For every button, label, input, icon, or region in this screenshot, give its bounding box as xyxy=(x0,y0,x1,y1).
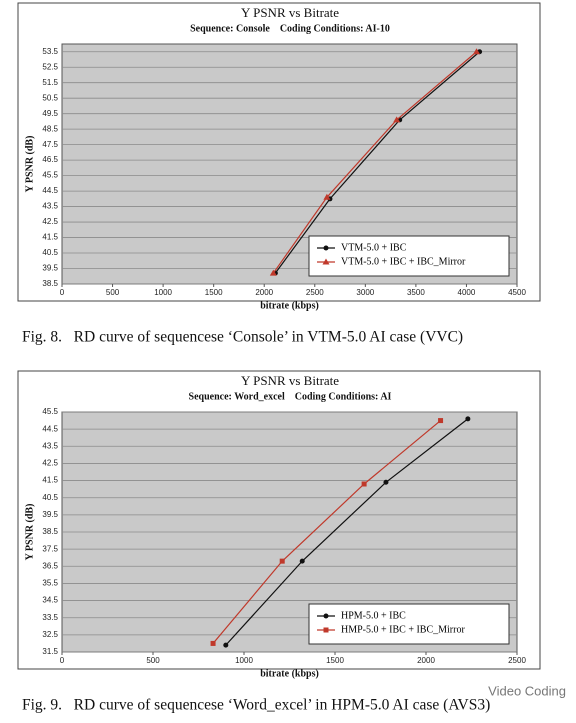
y-tick-label: 44.5 xyxy=(42,424,58,433)
figure-caption: Fig. 8. RD curve of sequencese ‘Console’… xyxy=(22,329,463,346)
y-tick-label: 42.5 xyxy=(42,217,58,226)
chart-subtitle: Sequence: Word_excel Coding Conditions: … xyxy=(189,391,392,402)
point xyxy=(361,481,367,487)
point xyxy=(323,613,329,619)
y-tick-label: 45.5 xyxy=(42,171,58,180)
y-tick-label: 32.5 xyxy=(42,630,58,639)
y-tick-label: 33.5 xyxy=(42,613,58,622)
series-line xyxy=(272,51,477,274)
y-axis-label: Y PSNR (dB) xyxy=(24,504,35,561)
x-tick-label: 4000 xyxy=(458,288,476,297)
x-tick-label: 2500 xyxy=(306,288,324,297)
x-tick-label: 500 xyxy=(146,656,160,665)
point xyxy=(269,269,277,276)
point xyxy=(323,193,331,200)
figure-caption: Fig. 9. RD curve of sequencese ‘Word_exc… xyxy=(22,697,490,714)
point xyxy=(323,245,329,251)
x-tick-label: 500 xyxy=(106,288,120,297)
y-tick-label: 53.5 xyxy=(42,47,58,56)
chart-title: Y PSNR vs Bitrate xyxy=(241,5,339,20)
point xyxy=(473,48,481,55)
x-tick-label: 3000 xyxy=(356,288,374,297)
point xyxy=(279,558,285,564)
y-tick-label: 38.5 xyxy=(42,279,58,288)
y-tick-label: 52.5 xyxy=(42,62,58,71)
y-tick-label: 41.5 xyxy=(42,233,58,242)
y-tick-label: 40.5 xyxy=(42,248,58,257)
y-tick-label: 42.5 xyxy=(42,459,58,468)
legend-box xyxy=(308,235,510,277)
y-tick-label: 50.5 xyxy=(42,93,58,102)
y-tick-label: 45.5 xyxy=(42,407,58,416)
point xyxy=(223,642,229,648)
x-tick-label: 0 xyxy=(60,656,65,665)
x-tick-label: 3500 xyxy=(407,288,425,297)
legend-label: VTM-5.0 + IBC xyxy=(341,242,407,253)
x-tick-label: 1000 xyxy=(154,288,172,297)
y-tick-label: 35.5 xyxy=(42,579,58,588)
y-tick-label: 41.5 xyxy=(42,476,58,485)
x-tick-label: 2000 xyxy=(417,656,435,665)
y-axis-label: Y PSNR (dB) xyxy=(24,136,35,193)
y-tick-label: 40.5 xyxy=(42,493,58,502)
x-tick-label: 1500 xyxy=(326,656,344,665)
point xyxy=(465,416,471,422)
x-tick-label: 0 xyxy=(60,288,65,297)
series-line xyxy=(212,420,441,644)
x-axis-label: bitrate (kbps) xyxy=(260,300,319,311)
x-axis-label: bitrate (kbps) xyxy=(260,668,319,679)
chart-title: Y PSNR vs Bitrate xyxy=(241,373,339,388)
y-tick-label: 47.5 xyxy=(42,140,58,149)
y-tick-label: 38.5 xyxy=(42,527,58,536)
y-tick-label: 37.5 xyxy=(42,544,58,553)
x-tick-label: 2500 xyxy=(508,656,526,665)
point xyxy=(438,418,444,424)
y-tick-label: 34.5 xyxy=(42,596,58,605)
y-tick-label: 51.5 xyxy=(42,78,58,87)
series-line xyxy=(225,418,469,646)
x-tick-label: 2000 xyxy=(255,288,273,297)
point xyxy=(210,640,216,646)
y-tick-label: 39.5 xyxy=(42,264,58,273)
y-tick-label: 31.5 xyxy=(42,647,58,656)
legend-label: HMP-5.0 + IBC + IBC_Mirror xyxy=(341,624,465,635)
y-tick-label: 46.5 xyxy=(42,155,58,164)
legend-label: HPM-5.0 + IBC xyxy=(341,610,406,621)
legend-box xyxy=(308,603,510,645)
y-tick-label: 39.5 xyxy=(42,510,58,519)
y-tick-label: 48.5 xyxy=(42,124,58,133)
x-tick-label: 1500 xyxy=(205,288,223,297)
y-tick-label: 43.5 xyxy=(42,202,58,211)
y-tick-label: 36.5 xyxy=(42,561,58,570)
watermark: Video Coding xyxy=(488,683,566,698)
legend-label: VTM-5.0 + IBC + IBC_Mirror xyxy=(341,256,466,267)
chart-subtitle: Sequence: Console Coding Conditions: AI-… xyxy=(190,23,390,34)
point xyxy=(323,627,329,633)
y-tick-label: 44.5 xyxy=(42,186,58,195)
y-tick-label: 49.5 xyxy=(42,109,58,118)
series-line xyxy=(274,51,480,274)
x-tick-label: 1000 xyxy=(235,656,253,665)
chart: Y PSNR vs Bitrate Sequence: Console Codin… xyxy=(17,2,541,346)
point xyxy=(299,558,305,564)
x-tick-label: 4500 xyxy=(508,288,526,297)
chart: Y PSNR vs Bitrate Sequence: Word_excel Co… xyxy=(17,370,541,714)
y-tick-label: 43.5 xyxy=(42,441,58,450)
point xyxy=(322,258,330,265)
point xyxy=(393,116,401,123)
point xyxy=(383,479,389,485)
